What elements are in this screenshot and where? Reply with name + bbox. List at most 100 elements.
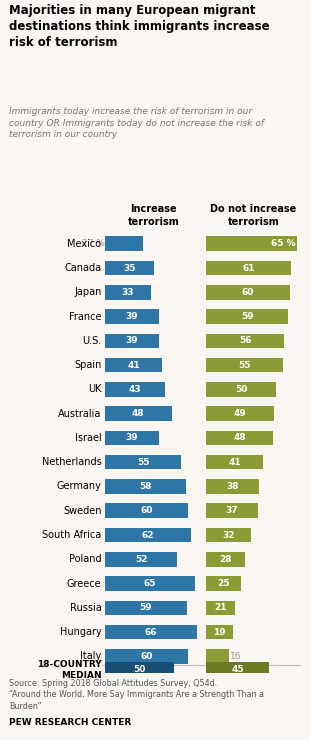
- Bar: [206, 406, 274, 421]
- Bar: [206, 358, 283, 372]
- Bar: [105, 431, 159, 445]
- Text: Russia: Russia: [70, 603, 102, 613]
- Bar: [105, 382, 165, 397]
- Text: 55: 55: [137, 458, 149, 467]
- Text: 39: 39: [126, 434, 139, 443]
- Text: South Africa: South Africa: [42, 530, 102, 540]
- Text: Poland: Poland: [69, 554, 102, 565]
- Text: France: France: [69, 312, 102, 322]
- Text: 56: 56: [239, 337, 251, 346]
- Bar: [105, 406, 172, 421]
- Text: Australia: Australia: [58, 408, 102, 419]
- Text: Sweden: Sweden: [63, 505, 102, 516]
- Bar: [206, 285, 290, 300]
- Text: Greece: Greece: [67, 579, 102, 588]
- Bar: [206, 334, 284, 348]
- Text: 48: 48: [233, 434, 246, 443]
- Text: 62: 62: [142, 531, 154, 539]
- Bar: [206, 503, 258, 518]
- Bar: [206, 455, 263, 469]
- Text: Japan: Japan: [74, 287, 102, 297]
- Bar: [206, 480, 259, 494]
- Text: 19: 19: [213, 628, 226, 636]
- Text: Israel: Israel: [75, 433, 102, 443]
- Text: 55: 55: [238, 360, 251, 369]
- Bar: [105, 237, 143, 251]
- Text: Spain: Spain: [74, 360, 102, 370]
- Bar: [105, 334, 159, 348]
- Bar: [206, 552, 245, 567]
- Bar: [105, 649, 188, 664]
- Bar: [105, 455, 181, 469]
- Bar: [206, 649, 228, 664]
- Bar: [206, 576, 241, 591]
- Text: 65 %: 65 %: [271, 239, 295, 248]
- Bar: [206, 260, 291, 275]
- Text: 41: 41: [228, 458, 241, 467]
- Bar: [206, 528, 251, 542]
- Text: 65: 65: [144, 579, 157, 588]
- Bar: [105, 309, 159, 324]
- Text: Do not increase
terrorism: Do not increase terrorism: [210, 204, 297, 226]
- Bar: [105, 358, 162, 372]
- Text: 60: 60: [140, 652, 153, 661]
- Bar: [206, 309, 288, 324]
- Bar: [105, 552, 177, 567]
- Text: 60: 60: [140, 506, 153, 515]
- Text: 33: 33: [122, 288, 134, 297]
- Text: Germany: Germany: [57, 482, 102, 491]
- Text: 59: 59: [241, 312, 254, 321]
- Text: Netherlands: Netherlands: [42, 457, 102, 467]
- Text: 50: 50: [134, 665, 146, 674]
- Text: Immigrants today increase the risk of terrorism in our
country OR Immigrants tod: Immigrants today increase the risk of te…: [9, 107, 264, 139]
- Text: 59: 59: [140, 603, 152, 613]
- Text: 49: 49: [234, 409, 247, 418]
- Text: 58: 58: [139, 482, 152, 491]
- Text: Hungary: Hungary: [60, 627, 102, 637]
- Text: Increase
terrorism: Increase terrorism: [128, 204, 179, 226]
- Text: Majorities in many European migrant
destinations think immigrants increase
risk : Majorities in many European migrant dest…: [9, 4, 270, 49]
- Text: 25: 25: [217, 579, 230, 588]
- Bar: [206, 382, 276, 397]
- Bar: [105, 503, 188, 518]
- Text: 37: 37: [226, 506, 238, 515]
- Bar: [105, 625, 197, 639]
- Bar: [105, 260, 154, 275]
- Bar: [105, 285, 151, 300]
- Bar: [105, 662, 175, 678]
- Bar: [105, 601, 187, 615]
- Text: 45: 45: [231, 665, 244, 674]
- Text: 43: 43: [129, 385, 141, 394]
- Text: Canada: Canada: [64, 263, 102, 273]
- Text: PEW RESEARCH CENTER: PEW RESEARCH CENTER: [9, 718, 131, 727]
- Text: 39: 39: [126, 337, 139, 346]
- Bar: [206, 662, 269, 678]
- Text: Source: Spring 2018 Global Attitudes Survey, Q54d.
“Around the World, More Say I: Source: Spring 2018 Global Attitudes Sur…: [9, 679, 264, 710]
- Bar: [206, 625, 233, 639]
- Text: 21: 21: [215, 603, 227, 613]
- Bar: [206, 237, 297, 251]
- Text: 27 %: 27 %: [82, 239, 105, 248]
- Text: 39: 39: [126, 312, 139, 321]
- Text: 28: 28: [219, 555, 232, 564]
- Text: 16: 16: [230, 652, 241, 661]
- Text: 41: 41: [127, 360, 140, 369]
- Text: 32: 32: [222, 531, 235, 539]
- Text: U.S.: U.S.: [82, 336, 102, 346]
- Text: 61: 61: [242, 263, 255, 272]
- Text: 66: 66: [144, 628, 157, 636]
- Bar: [206, 601, 236, 615]
- Bar: [206, 431, 273, 445]
- Text: Mexico: Mexico: [68, 239, 102, 249]
- Text: Italy: Italy: [80, 651, 102, 662]
- Text: 18-COUNTRY
MEDIAN: 18-COUNTRY MEDIAN: [37, 659, 102, 680]
- Text: 35: 35: [123, 263, 135, 272]
- Text: UK: UK: [88, 384, 102, 394]
- Text: 60: 60: [242, 288, 254, 297]
- Text: 50: 50: [235, 385, 247, 394]
- Bar: [105, 480, 186, 494]
- Text: 52: 52: [135, 555, 147, 564]
- Bar: [105, 528, 191, 542]
- Bar: [105, 576, 195, 591]
- Text: 38: 38: [227, 482, 239, 491]
